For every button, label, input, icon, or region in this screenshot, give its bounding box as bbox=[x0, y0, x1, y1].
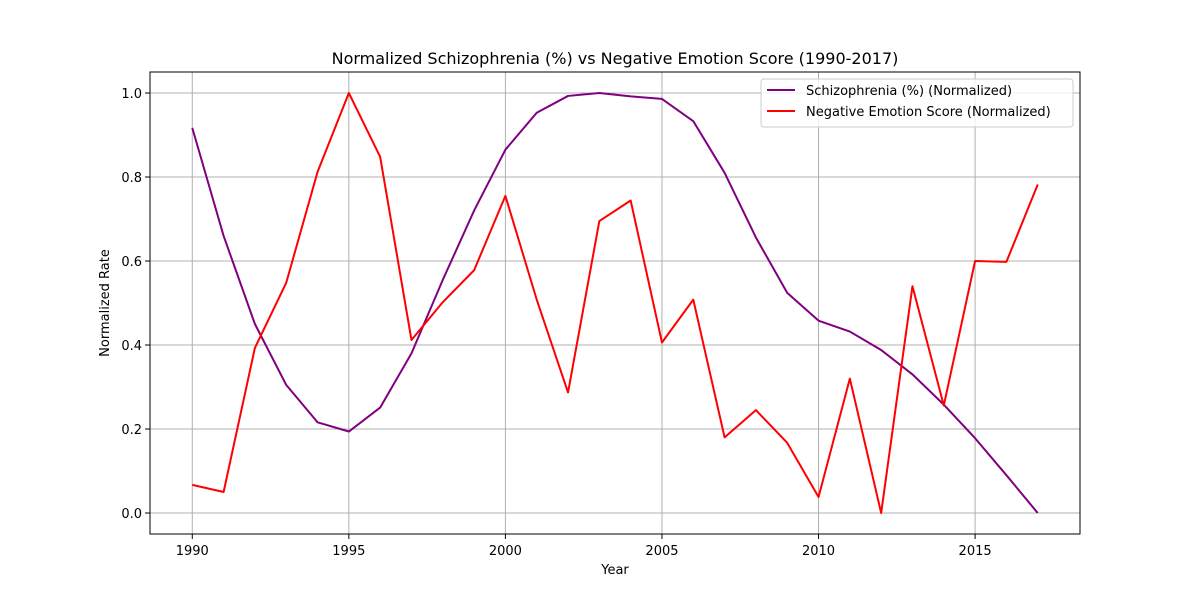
tick-layer: 1990 1995 2000 2005 2010 2015 0.0 0.2 0.4 0.6 0.8 1… bbox=[121, 87, 991, 559]
series-line-0 bbox=[191, 92, 1039, 514]
y-tick-label: 0.8 bbox=[121, 171, 142, 186]
series-layer bbox=[191, 92, 1039, 514]
y-tick-label: 0.0 bbox=[121, 507, 142, 522]
y-axis-label: Normalized Rate bbox=[98, 249, 113, 357]
chart-title: Normalized Schizophrenia (%) vs Negative… bbox=[332, 49, 899, 68]
x-tick-label: 2010 bbox=[802, 544, 835, 559]
plot-frame bbox=[149, 71, 1081, 535]
legend-box bbox=[760, 78, 1074, 128]
legend-label-schizophrenia: Schizophrenia (%) (Normalized) bbox=[806, 84, 1012, 99]
series-line-1 bbox=[192, 92, 1039, 514]
y-tick-label: 0.2 bbox=[121, 423, 142, 438]
x-tick-label: 1990 bbox=[176, 544, 209, 559]
x-tick-label: 2015 bbox=[959, 544, 992, 559]
y-tick-label: 0.6 bbox=[121, 255, 142, 270]
grid-layer bbox=[150, 72, 1080, 534]
y-tick-label: 0.4 bbox=[121, 339, 142, 354]
y-tick-label: 1.0 bbox=[121, 87, 142, 102]
x-tick-label: 1995 bbox=[332, 544, 365, 559]
legend: Schizophrenia (%) (Normalized) Negative … bbox=[760, 78, 1074, 128]
x-axis-label: Year bbox=[600, 563, 629, 578]
x-tick-label: 2005 bbox=[645, 544, 678, 559]
legend-label-negative-emotion: Negative Emotion Score (Normalized) bbox=[806, 105, 1051, 120]
x-tick-label: 2000 bbox=[489, 544, 522, 559]
